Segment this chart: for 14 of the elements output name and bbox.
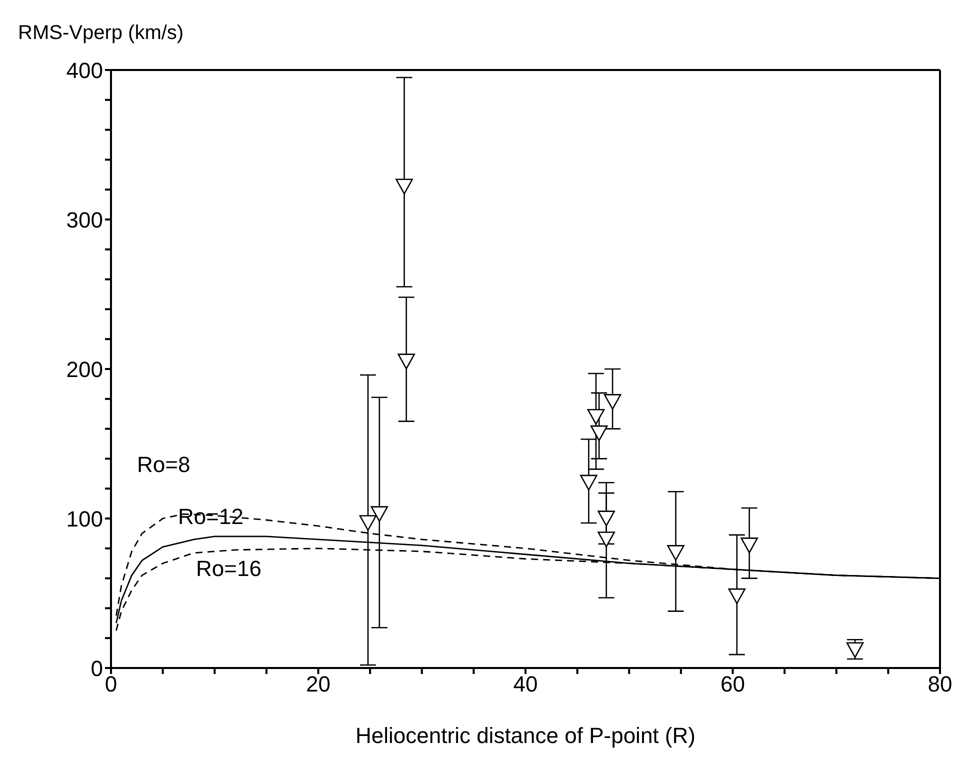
x-tick-label: 40	[513, 672, 538, 697]
y-tick-label: 400	[66, 58, 103, 83]
x-axis-title: Heliocentric distance of P-point (R)	[356, 723, 696, 748]
y-tick-label: 200	[66, 356, 103, 382]
x-tick-label: 60	[720, 672, 745, 697]
y-tick-label: 0	[90, 656, 103, 681]
x-tick-label: 80	[928, 672, 952, 697]
x-tick-label: 20	[306, 672, 330, 697]
y-tick-label: 300	[66, 207, 103, 232]
y-tick-label: 100	[66, 506, 103, 532]
annotation: Ro=8	[137, 452, 190, 477]
annotation: Ro=16	[196, 556, 262, 581]
y-axis-title: RMS-Vperp (km/s)	[18, 22, 184, 45]
annotation: Ro=12	[178, 504, 244, 529]
